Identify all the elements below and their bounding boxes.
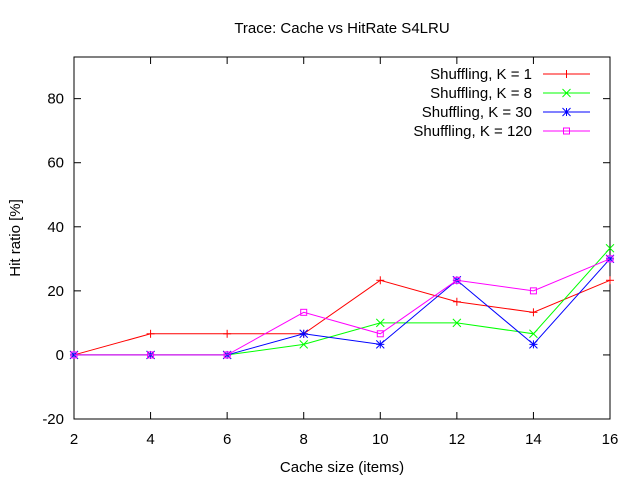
series-line (73, 279, 611, 356)
y-axis-label: Hit ratio [%] (7, 199, 24, 277)
data-point (300, 308, 308, 316)
legend-label: Shuffling, K = 1 (430, 66, 532, 83)
data-point (376, 330, 384, 338)
x-tick-label: 14 (525, 431, 542, 448)
data-point (605, 243, 615, 253)
data-point (529, 329, 538, 339)
x-tick-label: 10 (372, 431, 389, 448)
x-tick-label: 4 (146, 431, 154, 448)
x-tick-label: 6 (223, 431, 231, 448)
data-point (375, 340, 385, 349)
legend-label: Shuffling, K = 120 (413, 123, 532, 140)
data-point (529, 287, 537, 295)
legend: Shuffling, K = 1 Shuffling, K = 8 Shufflin… (413, 66, 590, 140)
data-point (453, 276, 461, 284)
data-point (70, 351, 78, 359)
data-point (147, 351, 155, 359)
data-point (375, 318, 385, 328)
y-tick-label: 60 (47, 155, 64, 172)
y-tick-label: 40 (47, 219, 64, 236)
data-point (529, 340, 538, 349)
data-point (299, 340, 309, 349)
data-point (606, 255, 614, 263)
x-tick-label: 8 (300, 431, 308, 448)
x-tick-label: 2 (70, 431, 78, 448)
x-axis-label: Cache size (items) (280, 459, 404, 476)
x-tick-label: 12 (449, 431, 466, 448)
data-point (223, 351, 231, 359)
legend-label: Shuffling, K = 8 (430, 85, 532, 102)
y-tick-label: -20 (42, 411, 64, 428)
data-point (299, 329, 309, 339)
series-line (74, 258, 611, 356)
x-tick-label: 16 (602, 431, 619, 448)
chart-title: Trace: Cache vs HitRate S4LRU (234, 20, 449, 37)
y-tick-label: 20 (47, 283, 64, 300)
data-point (563, 127, 570, 135)
data-point (562, 107, 571, 117)
y-tick-label: 80 (47, 91, 64, 108)
data-point (452, 318, 462, 328)
y-tick-label: 0 (56, 347, 64, 364)
legend-label: Shuffling, K = 30 (422, 104, 532, 121)
plot-area (73, 56, 611, 420)
data-point (562, 88, 571, 98)
